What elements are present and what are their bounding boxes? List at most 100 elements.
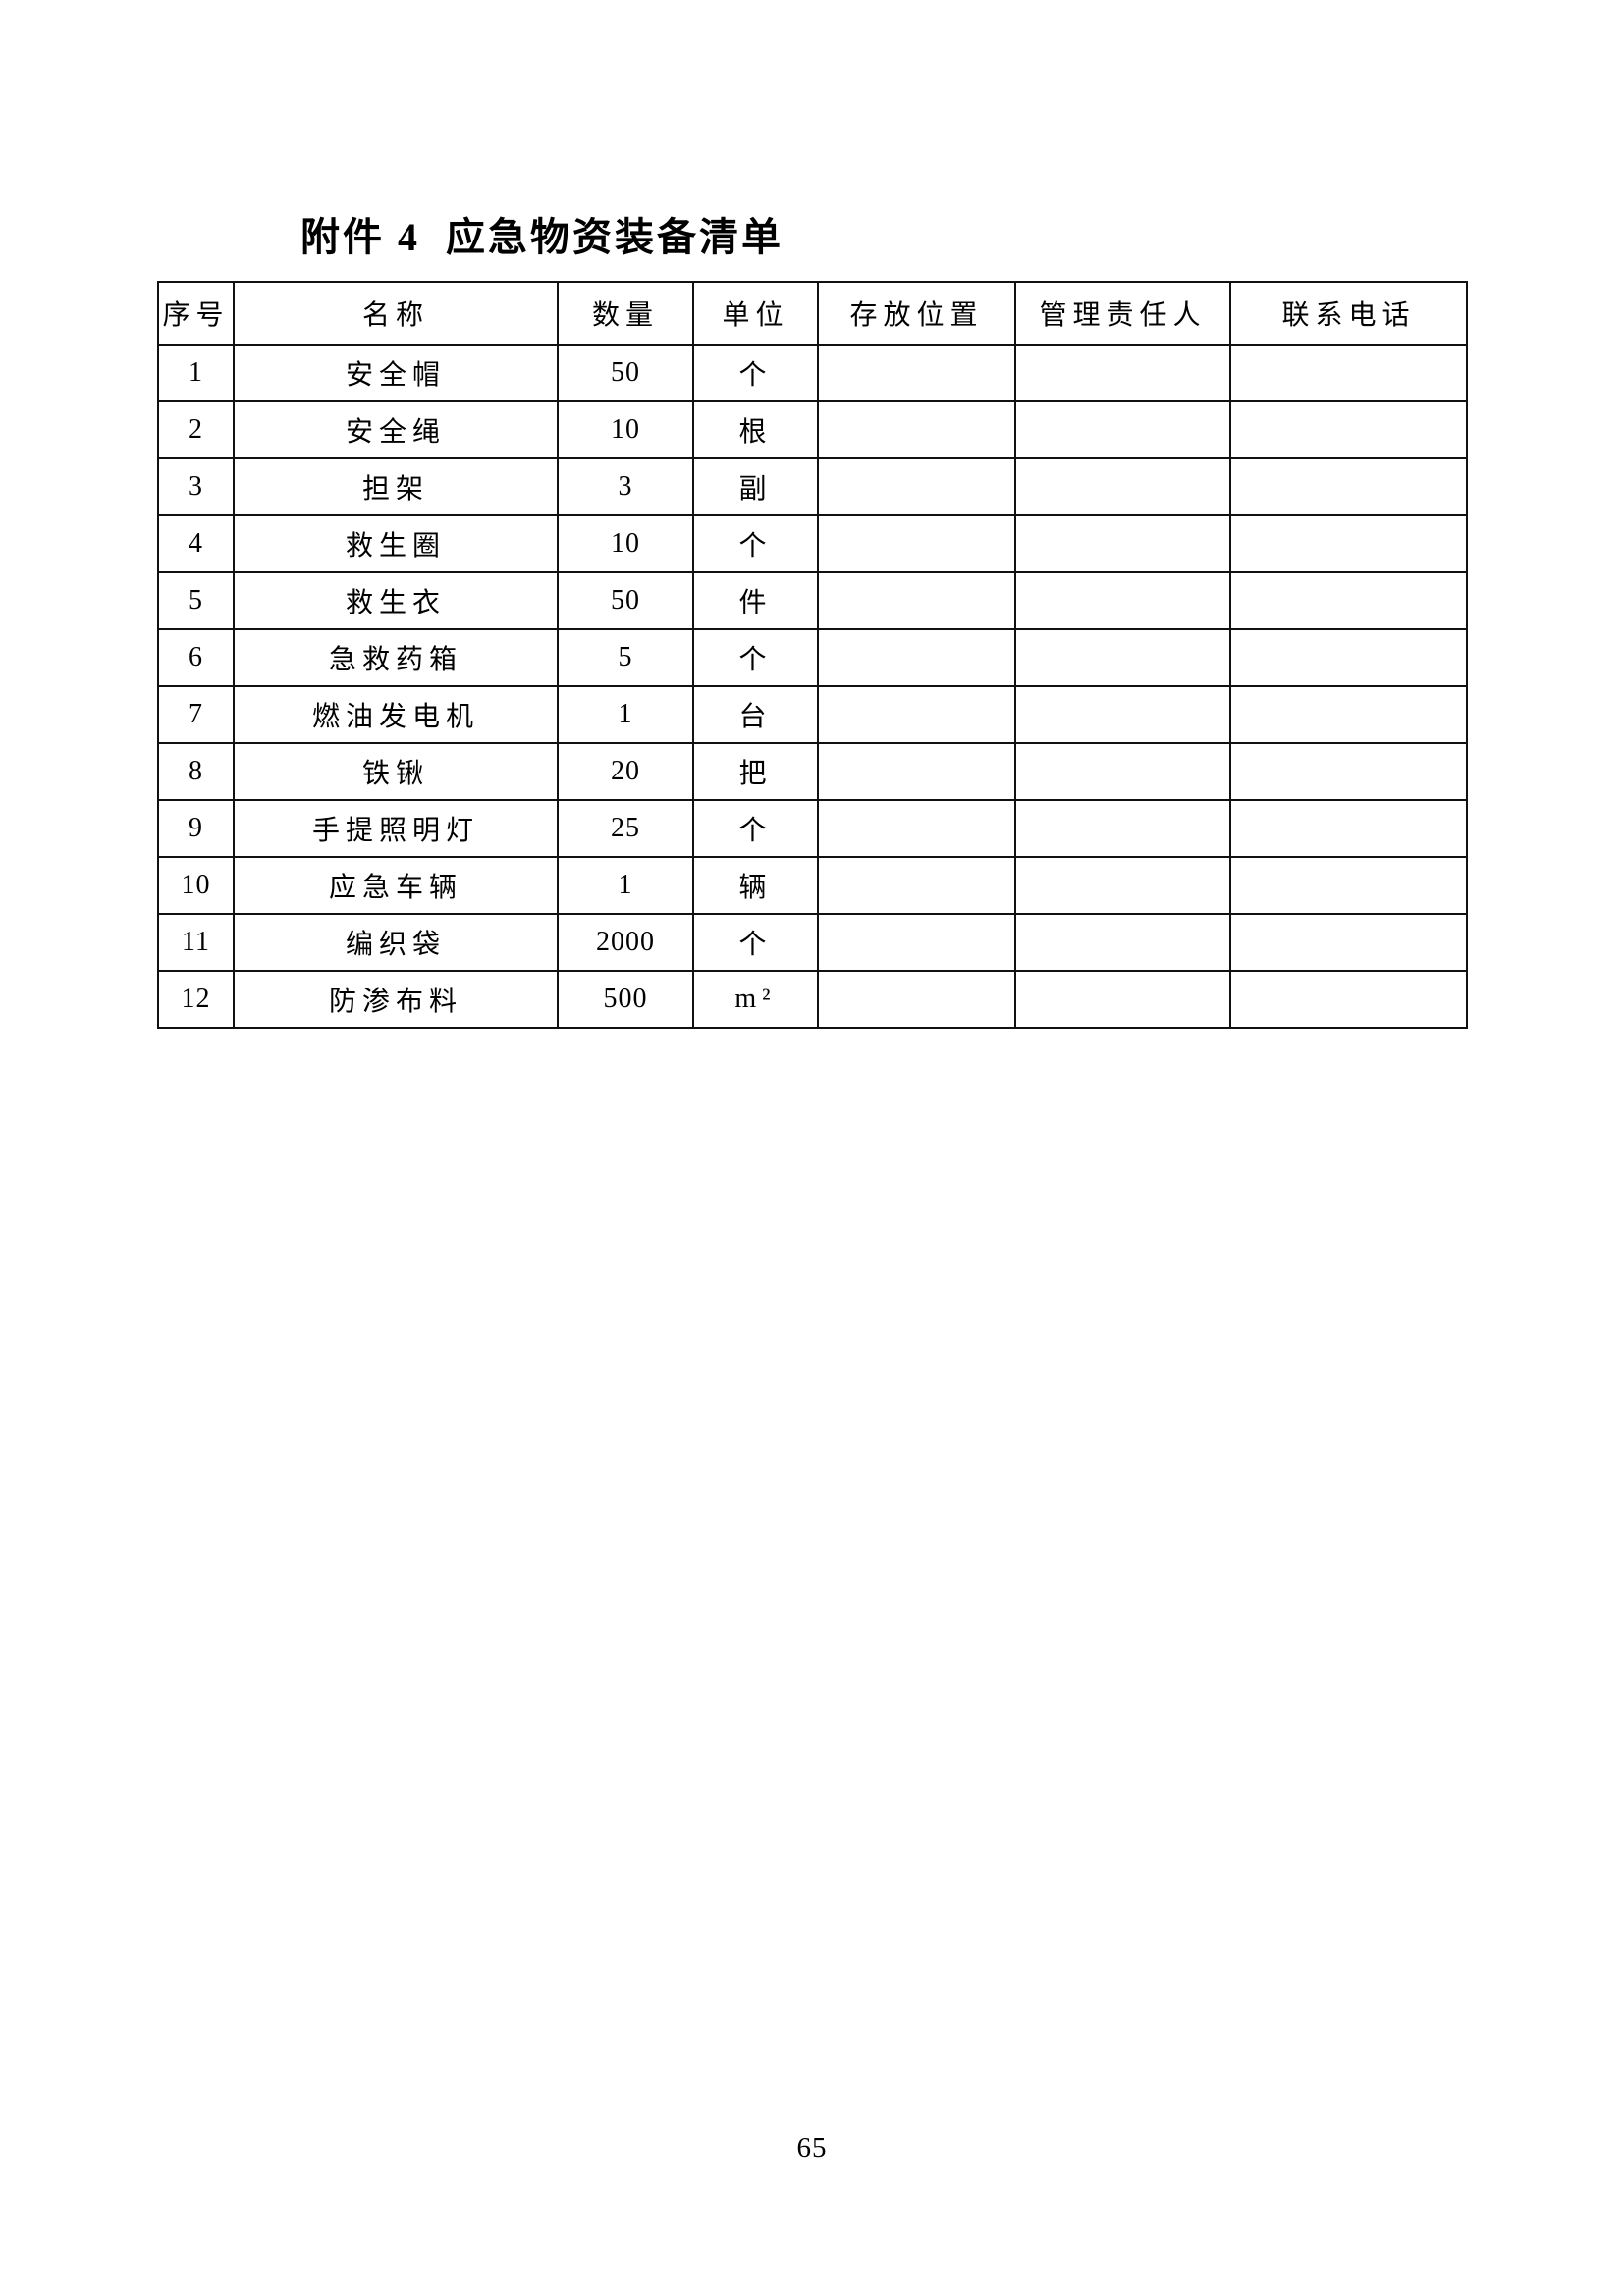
quantity-cell: 25 xyxy=(557,799,694,858)
item-name-cell: 应急车辆 xyxy=(233,856,559,915)
attachment-title: 附件 4 应急物资装备清单 xyxy=(300,216,784,259)
unit-cell: 个 xyxy=(692,628,819,687)
column-header: 联系电话 xyxy=(1229,281,1468,346)
storage-location-cell xyxy=(817,344,1016,402)
phone-cell xyxy=(1229,856,1468,915)
storage-location-cell xyxy=(817,742,1016,801)
row-index-cell: 2 xyxy=(157,400,235,459)
table-row: 9 手提照明灯 25 个 xyxy=(157,799,1468,858)
phone-cell xyxy=(1229,685,1468,744)
table-row: 3 担架 3 副 xyxy=(157,457,1468,516)
quantity-cell: 50 xyxy=(557,344,694,402)
manager-cell xyxy=(1014,514,1231,573)
item-name-cell: 救生衣 xyxy=(233,571,559,630)
item-name-cell: 安全帽 xyxy=(233,344,559,402)
storage-location-cell xyxy=(817,685,1016,744)
table-row: 8 铁锹 20 把 xyxy=(157,742,1468,801)
quantity-cell: 10 xyxy=(557,400,694,459)
emergency-supplies-table: 序号 名称 数量 单位 存放位置 管理责任人 联系电话 1 安全帽 50 个 2 安全绳 10 根 3 担架 3… xyxy=(157,281,1468,1029)
column-header: 序号 xyxy=(157,281,235,346)
row-index-cell: 7 xyxy=(157,685,235,744)
unit-cell: 个 xyxy=(692,514,819,573)
phone-cell xyxy=(1229,457,1468,516)
unit-cell: 辆 xyxy=(692,856,819,915)
row-index-cell: 9 xyxy=(157,799,235,858)
item-name-cell: 急救药箱 xyxy=(233,628,559,687)
table-body: 1 安全帽 50 个 2 安全绳 10 根 3 担架 3 副 4 救生圈 10 个 5 救生衣 50 件 6 急救药箱 5 个… xyxy=(157,344,1468,1029)
storage-location-cell xyxy=(817,400,1016,459)
header-row: 序号 名称 数量 单位 存放位置 管理责任人 联系电话 xyxy=(157,281,1468,346)
table-row: 12 防渗布料 500 m² xyxy=(157,970,1468,1029)
unit-cell: 个 xyxy=(692,913,819,972)
phone-cell xyxy=(1229,344,1468,402)
attachment-title-text: 应急物资装备清单 xyxy=(446,215,784,259)
storage-location-cell xyxy=(817,799,1016,858)
manager-cell xyxy=(1014,628,1231,687)
storage-location-cell xyxy=(817,628,1016,687)
table-row: 1 安全帽 50 个 xyxy=(157,344,1468,402)
quantity-cell: 20 xyxy=(557,742,694,801)
manager-cell xyxy=(1014,742,1231,801)
item-name-cell: 担架 xyxy=(233,457,559,516)
phone-cell xyxy=(1229,799,1468,858)
page-number: 65 xyxy=(796,2132,828,2163)
row-index-cell: 6 xyxy=(157,628,235,687)
item-name-cell: 防渗布料 xyxy=(233,970,559,1029)
quantity-cell: 1 xyxy=(557,856,694,915)
phone-cell xyxy=(1229,628,1468,687)
unit-cell: 台 xyxy=(692,685,819,744)
table-row: 6 急救药箱 5 个 xyxy=(157,628,1468,687)
manager-cell xyxy=(1014,799,1231,858)
row-index-cell: 1 xyxy=(157,344,235,402)
row-index-cell: 10 xyxy=(157,856,235,915)
phone-cell xyxy=(1229,970,1468,1029)
manager-cell xyxy=(1014,856,1231,915)
column-header: 单位 xyxy=(692,281,819,346)
storage-location-cell xyxy=(817,913,1016,972)
manager-cell xyxy=(1014,913,1231,972)
item-name-cell: 铁锹 xyxy=(233,742,559,801)
column-header: 存放位置 xyxy=(817,281,1016,346)
table-row: 11 编织袋 2000 个 xyxy=(157,913,1468,972)
quantity-cell: 1 xyxy=(557,685,694,744)
manager-cell xyxy=(1014,344,1231,402)
row-index-cell: 5 xyxy=(157,571,235,630)
phone-cell xyxy=(1229,742,1468,801)
row-index-cell: 12 xyxy=(157,970,235,1029)
unit-cell: 把 xyxy=(692,742,819,801)
manager-cell xyxy=(1014,970,1231,1029)
table-row: 2 安全绳 10 根 xyxy=(157,400,1468,459)
manager-cell xyxy=(1014,457,1231,516)
unit-cell: m² xyxy=(692,970,819,1029)
column-header: 数量 xyxy=(557,281,694,346)
quantity-cell: 500 xyxy=(557,970,694,1029)
table-row: 5 救生衣 50 件 xyxy=(157,571,1468,630)
storage-location-cell xyxy=(817,571,1016,630)
phone-cell xyxy=(1229,400,1468,459)
unit-cell: 件 xyxy=(692,571,819,630)
unit-cell: 根 xyxy=(692,400,819,459)
phone-cell xyxy=(1229,571,1468,630)
item-name-cell: 手提照明灯 xyxy=(233,799,559,858)
table-row: 10 应急车辆 1 辆 xyxy=(157,856,1468,915)
quantity-cell: 5 xyxy=(557,628,694,687)
storage-location-cell xyxy=(817,457,1016,516)
row-index-cell: 11 xyxy=(157,913,235,972)
manager-cell xyxy=(1014,685,1231,744)
manager-cell xyxy=(1014,400,1231,459)
column-header: 管理责任人 xyxy=(1014,281,1231,346)
unit-cell: 副 xyxy=(692,457,819,516)
item-name-cell: 安全绳 xyxy=(233,400,559,459)
item-name-cell: 救生圈 xyxy=(233,514,559,573)
phone-cell xyxy=(1229,913,1468,972)
unit-cell: 个 xyxy=(692,799,819,858)
unit-cell: 个 xyxy=(692,344,819,402)
manager-cell xyxy=(1014,571,1231,630)
row-index-cell: 8 xyxy=(157,742,235,801)
row-index-cell: 3 xyxy=(157,457,235,516)
table-row: 4 救生圈 10 个 xyxy=(157,514,1468,573)
quantity-cell: 10 xyxy=(557,514,694,573)
quantity-cell: 2000 xyxy=(557,913,694,972)
quantity-cell: 3 xyxy=(557,457,694,516)
